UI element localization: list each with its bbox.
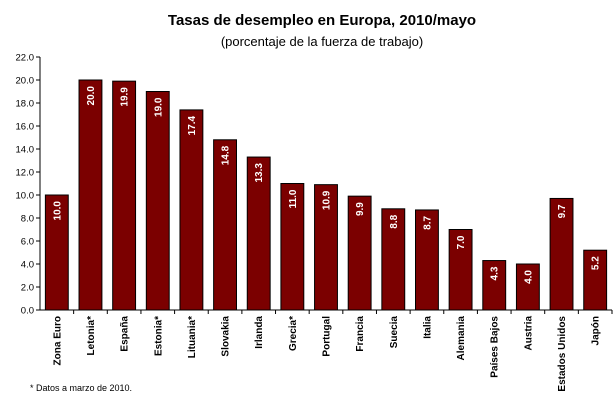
category-label: España [120,316,131,352]
bar-1 [78,79,103,311]
y-axis: 0.0 2.0 4.0 6.0 8.0 10.0 12.0 14.0 16.0 18.0 20.0 2… [16,53,41,317]
bar-value-label: 14.8 [221,145,232,165]
category-label: Alemania [456,316,467,361]
bar-value-label: 4.3 [490,266,501,280]
bar-value-label: 10.9 [322,190,333,210]
category-label: Slovakia [221,316,232,357]
x-axis: Zona Euro Letonia* España Estonia* Lituania*… [40,309,613,392]
bar-value-label: 8.8 [389,214,400,228]
category-label: Zona Euro [52,316,63,365]
y-tick-label: 2.0 [21,283,34,294]
y-tick-label: 10.0 [16,191,35,202]
chart-title: Tasas de desempleo en Europa, 2010/mayo [168,12,476,29]
footnote: * Datos a marzo de 2010. [30,383,132,393]
category-label: Estados Unidos [557,316,568,392]
bar-value-label: 10.0 [52,201,63,221]
y-tick-label: 18.0 [16,99,35,110]
y-tick-label: 4.0 [21,260,34,271]
category-label: Suecia [389,316,400,349]
y-tick-label: 0.0 [21,306,34,317]
chart-subtitle: (porcentaje de la fuerza de trabajo) [221,34,423,49]
bar-value-label: 20.0 [86,86,97,106]
bars-group: 10.0 20.0 19.9 19.0 17.4 14.8 13.3 11.0 10.9 9.9 8… [44,79,608,311]
bar-2 [112,80,137,311]
y-tick-label: 14.0 [16,145,35,156]
category-label: Italia [422,316,433,339]
bar-value-label: 9.7 [557,204,568,218]
category-label: Letonia* [86,316,97,356]
category-label: Irlanda [254,316,265,349]
category-label: Japón [591,316,602,345]
y-tick-label: 12.0 [16,168,35,179]
bar-value-label: 19.9 [120,87,131,107]
bar-value-label: 8.7 [422,216,433,230]
category-label: Francia [355,316,366,352]
bar-3 [145,91,170,311]
bar-value-label: 9.9 [355,202,366,216]
bar-value-label: 5.2 [591,256,602,270]
y-tick-label: 8.0 [21,214,34,225]
bar-value-label: 13.3 [254,163,265,183]
category-label: Portugal [322,316,333,357]
y-tick-label: 20.0 [16,76,35,87]
bar-value-label: 17.4 [187,115,198,135]
y-tick-label: 22.0 [16,53,35,64]
category-label: Países Bajos [490,316,501,378]
bar-value-label: 19.0 [153,97,164,117]
bar-value-label: 11.0 [288,189,299,208]
category-label: Austria [523,316,534,351]
y-tick-label: 16.0 [16,122,35,133]
category-label: Grecia* [288,316,299,351]
bar-value-label: 4.0 [523,270,534,284]
category-label: Estonia* [153,316,164,356]
y-tick-label: 6.0 [21,237,34,248]
bar-value-label: 7.0 [456,235,467,249]
bar-4 [179,109,204,311]
category-label: Lituania* [187,316,198,358]
